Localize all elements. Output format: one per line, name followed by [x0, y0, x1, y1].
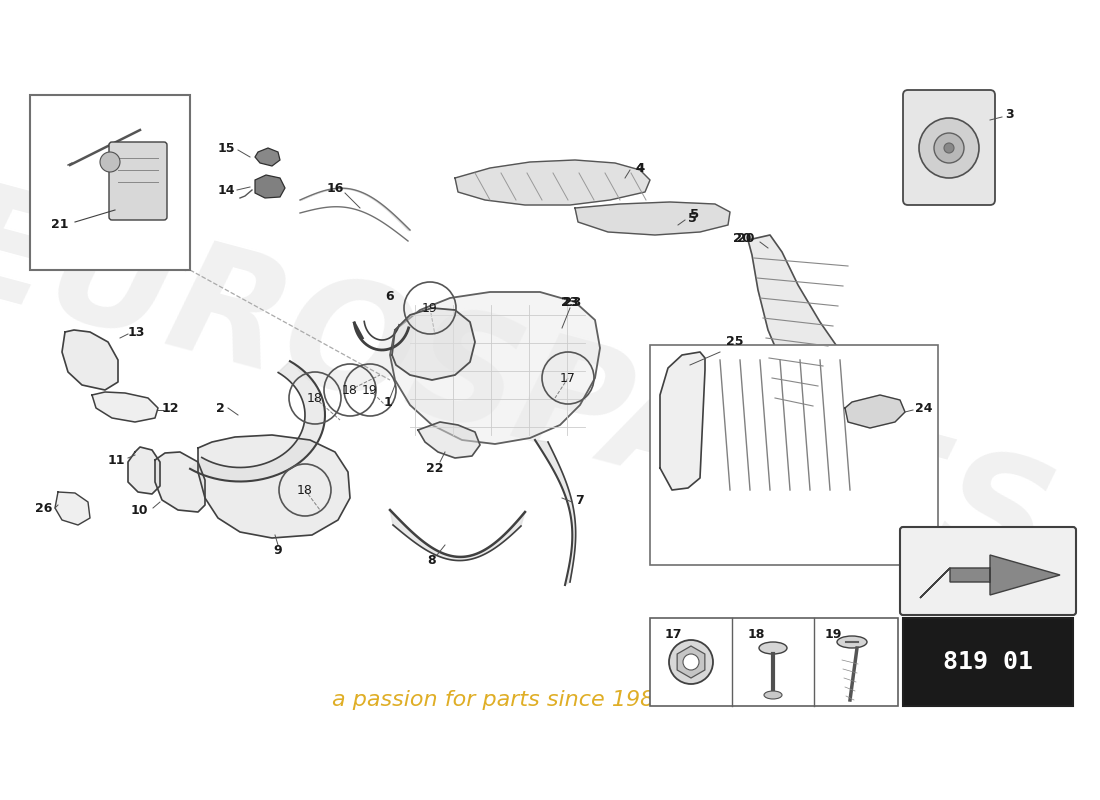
Text: 4: 4 [636, 162, 645, 174]
Polygon shape [198, 435, 350, 538]
Text: 9: 9 [274, 543, 283, 557]
Text: 2: 2 [217, 402, 226, 414]
Text: 16: 16 [327, 182, 343, 194]
Circle shape [100, 152, 120, 172]
Polygon shape [128, 447, 160, 494]
Text: EUROSPARES: EUROSPARES [0, 171, 1067, 609]
Circle shape [683, 654, 698, 670]
Circle shape [669, 640, 713, 684]
Text: 17: 17 [666, 628, 682, 641]
Text: 18: 18 [297, 483, 312, 497]
Text: 14: 14 [218, 183, 235, 197]
Text: 20: 20 [737, 231, 755, 245]
Polygon shape [455, 160, 650, 205]
Text: 8: 8 [428, 554, 437, 566]
Polygon shape [390, 510, 525, 561]
Text: 18: 18 [307, 391, 323, 405]
Text: 5: 5 [688, 211, 696, 225]
Ellipse shape [764, 691, 782, 699]
FancyBboxPatch shape [109, 142, 167, 220]
Text: 10: 10 [131, 503, 149, 517]
Polygon shape [920, 555, 1060, 598]
Text: 25: 25 [726, 335, 744, 348]
Text: 1: 1 [384, 395, 393, 409]
Polygon shape [255, 175, 285, 198]
Text: 23: 23 [563, 295, 581, 309]
Text: 21: 21 [51, 218, 68, 231]
FancyBboxPatch shape [900, 527, 1076, 615]
Polygon shape [255, 148, 280, 166]
Ellipse shape [837, 636, 867, 648]
Text: 19: 19 [825, 628, 843, 641]
Text: 5: 5 [691, 209, 700, 222]
Polygon shape [660, 352, 705, 490]
Text: 12: 12 [162, 402, 179, 414]
Polygon shape [678, 646, 705, 678]
Text: 3: 3 [1005, 109, 1013, 122]
Text: 13: 13 [128, 326, 145, 338]
FancyBboxPatch shape [903, 618, 1072, 706]
Polygon shape [55, 492, 90, 525]
Text: 7: 7 [575, 494, 584, 506]
Text: 26: 26 [34, 502, 52, 514]
FancyBboxPatch shape [650, 618, 898, 706]
Text: 17: 17 [560, 371, 576, 385]
Polygon shape [390, 292, 600, 444]
Text: 6: 6 [386, 290, 394, 302]
Text: 19: 19 [362, 383, 378, 397]
Text: 23: 23 [561, 295, 579, 309]
Circle shape [944, 143, 954, 153]
FancyBboxPatch shape [650, 345, 938, 565]
Polygon shape [845, 395, 905, 428]
Text: a passion for parts since 1985: a passion for parts since 1985 [332, 690, 668, 710]
Text: 19: 19 [422, 302, 438, 314]
Polygon shape [92, 392, 158, 422]
FancyBboxPatch shape [30, 95, 190, 270]
Polygon shape [535, 440, 575, 585]
Polygon shape [190, 362, 324, 482]
Circle shape [918, 118, 979, 178]
Text: 819 01: 819 01 [943, 650, 1033, 674]
Polygon shape [418, 422, 480, 458]
Text: 18: 18 [342, 383, 358, 397]
Circle shape [934, 133, 964, 163]
Polygon shape [62, 330, 118, 390]
Text: 18: 18 [748, 628, 766, 641]
Text: 22: 22 [427, 462, 443, 474]
Polygon shape [392, 308, 475, 380]
Text: 11: 11 [108, 454, 125, 466]
Text: 4: 4 [635, 162, 643, 174]
Text: 20: 20 [733, 231, 751, 245]
Polygon shape [155, 452, 205, 512]
Polygon shape [748, 235, 858, 418]
Ellipse shape [759, 642, 786, 654]
Text: 15: 15 [218, 142, 235, 154]
FancyBboxPatch shape [903, 90, 996, 205]
Polygon shape [575, 202, 730, 235]
Text: 24: 24 [915, 402, 933, 414]
